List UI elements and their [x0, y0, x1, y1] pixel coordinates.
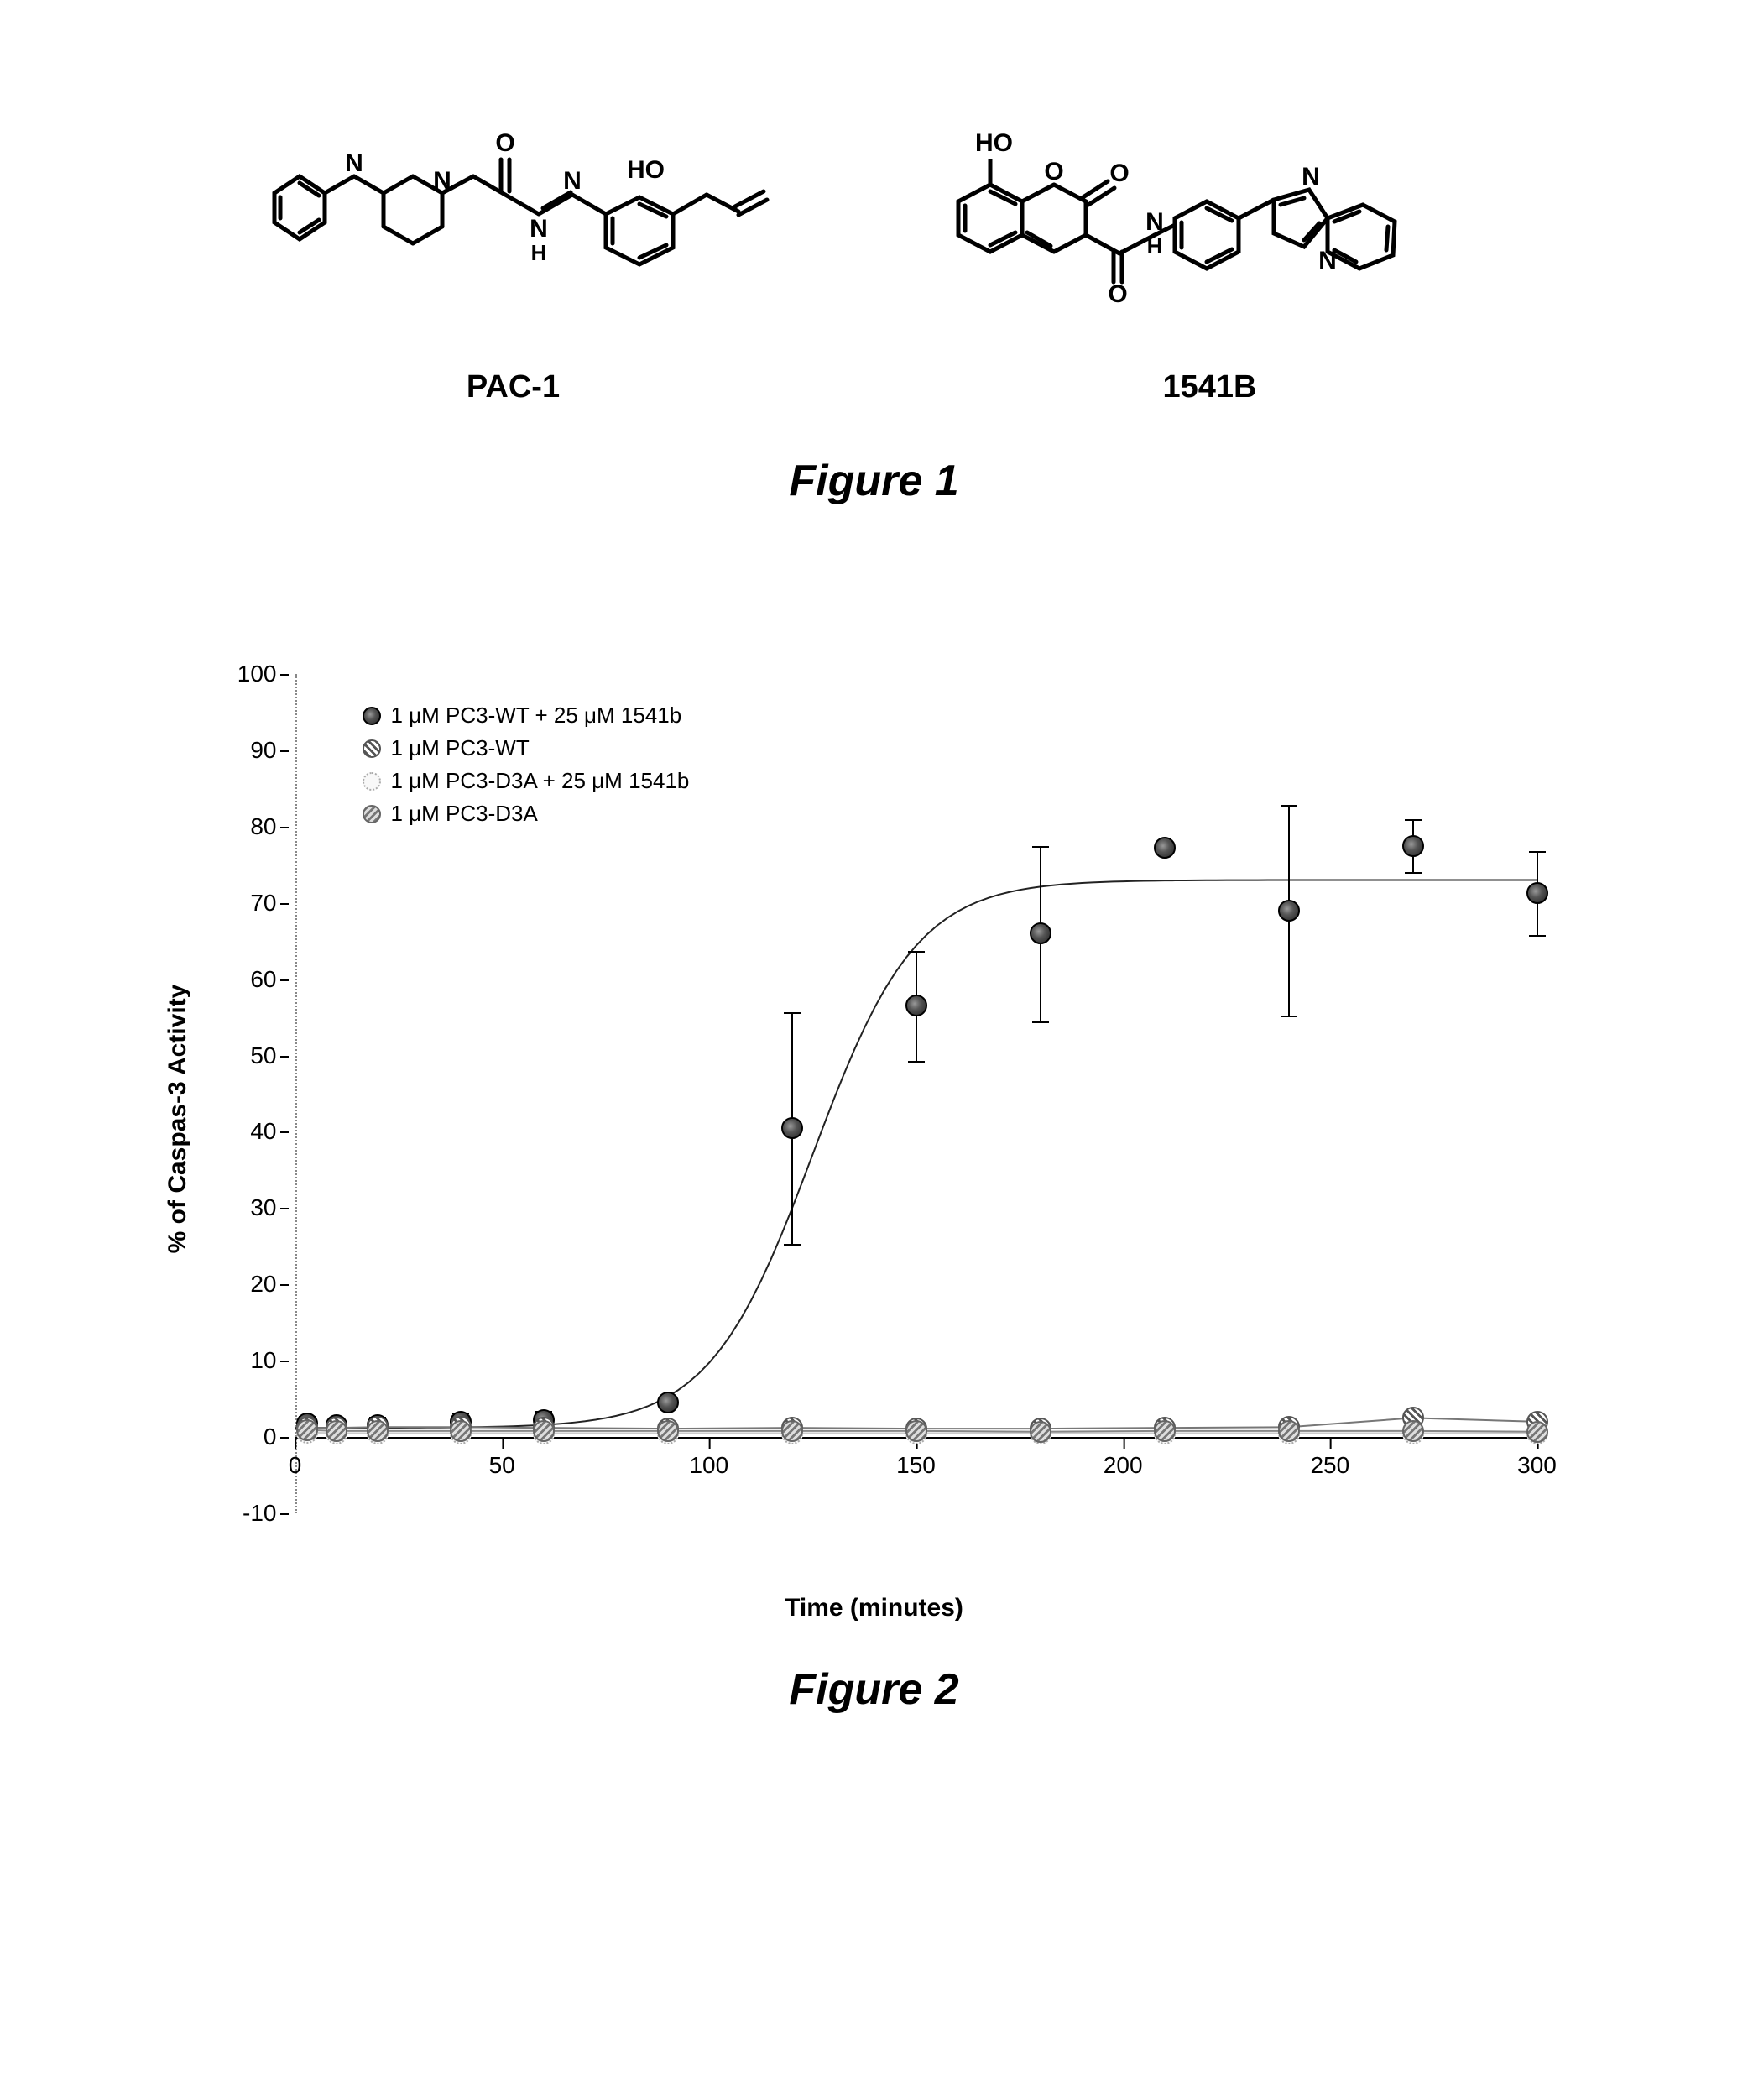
1541b-label: 1541B — [1163, 369, 1257, 405]
data-point — [367, 1420, 389, 1442]
svg-text:O: O — [495, 129, 514, 157]
pac1-structure-icon: N N O N H N HO — [253, 101, 774, 336]
y-tick-label: -10 — [228, 1500, 295, 1527]
data-point — [1030, 1421, 1051, 1443]
svg-text:N: N — [1145, 208, 1164, 236]
data-point — [657, 1392, 679, 1413]
svg-text:N: N — [530, 215, 548, 243]
svg-text:HO: HO — [627, 156, 665, 184]
svg-text:N: N — [1302, 163, 1320, 191]
svg-text:O: O — [1109, 159, 1129, 187]
y-tick-label: 40 — [228, 1118, 295, 1145]
data-point — [296, 1419, 318, 1441]
error-cap — [908, 951, 925, 953]
data-point — [905, 995, 927, 1016]
error-cap — [1281, 805, 1297, 807]
y-axis-label: % of Caspas-3 Activity — [164, 985, 192, 1254]
y-tick-label: 50 — [228, 1042, 295, 1069]
svg-text:H: H — [1146, 233, 1162, 259]
pac1-label: PAC-1 — [467, 369, 560, 405]
svg-text:N: N — [433, 167, 451, 195]
error-cap — [1032, 1021, 1049, 1023]
error-cap — [784, 1244, 801, 1246]
data-point — [1154, 837, 1176, 859]
y-tick-label: 10 — [228, 1347, 295, 1374]
structure-1541b: HO O O O N H N N 1541B — [925, 101, 1495, 405]
figure-1-caption: Figure 1 — [84, 456, 1664, 506]
svg-text:HO: HO — [975, 129, 1013, 157]
data-point — [533, 1420, 555, 1442]
y-tick-label: 90 — [228, 737, 295, 764]
svg-text:O: O — [1108, 280, 1127, 308]
y-tick-label: 0 — [228, 1424, 295, 1450]
figure-2-caption: Figure 2 — [84, 1664, 1664, 1715]
data-point — [450, 1420, 472, 1442]
error-cap — [1405, 872, 1422, 874]
x-axis-label: Time (minutes) — [785, 1594, 963, 1622]
data-point — [1402, 1420, 1424, 1442]
y-tick-label: 60 — [228, 966, 295, 993]
error-cap — [908, 1061, 925, 1063]
data-point — [1526, 882, 1548, 904]
structure-pac1: N N O N H N HO PAC-1 — [253, 101, 774, 405]
error-cap — [1281, 1016, 1297, 1017]
data-point — [1278, 1420, 1300, 1442]
figure-1-structures: N N O N H N HO PAC-1 — [84, 101, 1664, 405]
svg-text:N: N — [1318, 247, 1337, 274]
data-point — [1030, 922, 1051, 944]
y-tick-label: 70 — [228, 890, 295, 917]
data-point — [657, 1420, 679, 1442]
y-tick-label: 20 — [228, 1271, 295, 1298]
data-point — [905, 1420, 927, 1442]
error-cap — [1529, 935, 1546, 937]
data-point — [1154, 1420, 1176, 1442]
error-cap — [1529, 851, 1546, 853]
figure-2-chart: % of Caspas-3 Activity 1 μM PC3-WT + 25 … — [195, 674, 1554, 1564]
chart-curves — [295, 674, 1537, 1513]
y-tick-label: 100 — [228, 661, 295, 687]
data-point — [1402, 835, 1424, 857]
data-point — [781, 1420, 803, 1442]
error-cap — [1405, 819, 1422, 821]
svg-text:O: O — [1044, 158, 1063, 185]
svg-text:H: H — [530, 240, 546, 265]
data-point — [781, 1117, 803, 1139]
error-cap — [1032, 846, 1049, 848]
data-point — [1278, 900, 1300, 922]
data-point — [1526, 1421, 1548, 1443]
svg-text:N: N — [345, 149, 363, 177]
plot-area: 1 μM PC3-WT + 25 μM 1541b 1 μM PC3-WT 1 … — [295, 674, 1537, 1513]
data-point — [326, 1420, 347, 1442]
y-tick-label: 30 — [228, 1194, 295, 1221]
1541b-structure-icon: HO O O O N H N N — [925, 101, 1495, 336]
y-tick-label: 80 — [228, 813, 295, 840]
svg-text:N: N — [563, 167, 582, 195]
error-cap — [784, 1012, 801, 1014]
